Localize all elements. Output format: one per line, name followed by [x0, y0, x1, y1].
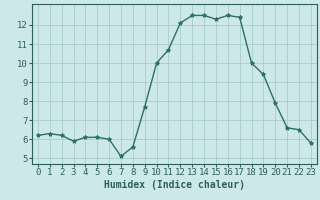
X-axis label: Humidex (Indice chaleur): Humidex (Indice chaleur)	[104, 180, 245, 190]
